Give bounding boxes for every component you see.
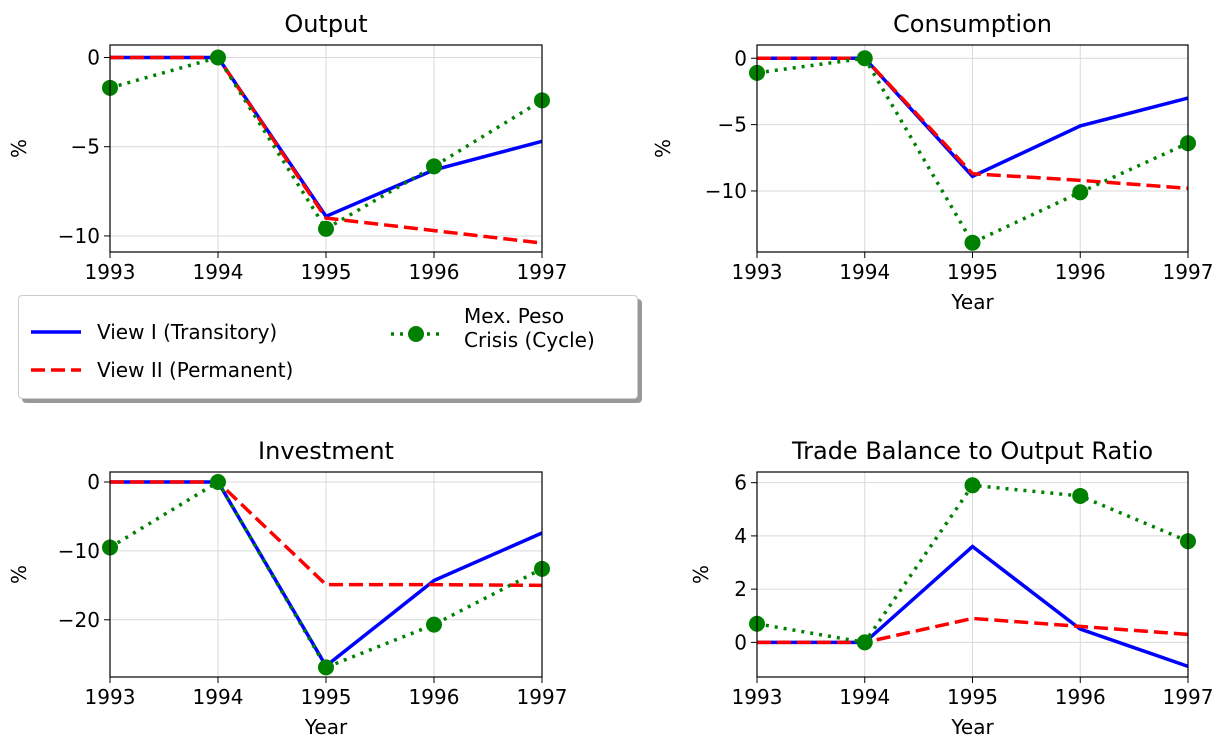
legend-label: Mex. Peso Crisis (Cycle) xyxy=(464,304,595,352)
y-tick-label: 2 xyxy=(734,577,747,601)
x-axis-label: Year xyxy=(304,715,348,739)
marker xyxy=(964,234,981,251)
x-tick-label: 1994 xyxy=(839,260,890,284)
y-tick-label: 6 xyxy=(734,471,747,495)
y-tick-label: −20 xyxy=(58,608,100,632)
legend: View I (Transitory) View II (Permanent) … xyxy=(18,295,638,399)
chart-title: Output xyxy=(284,10,367,38)
chart-title: Investment xyxy=(258,437,394,465)
y-tick-label: −10 xyxy=(58,539,100,563)
legend-samples xyxy=(31,326,441,372)
x-tick-label: 1996 xyxy=(409,260,460,284)
x-tick-label: 1993 xyxy=(732,260,783,284)
series-line xyxy=(109,479,543,670)
y-tick-label: 0 xyxy=(87,45,100,69)
chart-title: Consumption xyxy=(893,10,1052,38)
marker xyxy=(318,659,334,676)
y-tick-label: 0 xyxy=(734,630,747,654)
marker xyxy=(856,50,873,67)
marker xyxy=(964,477,981,494)
axes-frame xyxy=(756,471,1189,678)
legend-label: View II (Permanent) xyxy=(97,358,294,382)
x-tick-label: 1995 xyxy=(301,260,352,284)
x-tick-label: 1997 xyxy=(1163,685,1214,709)
x-tick-label: 1994 xyxy=(193,260,244,284)
marker xyxy=(1072,184,1089,201)
x-tick-label: 1997 xyxy=(517,260,568,284)
x-axis-label: Year xyxy=(950,290,994,314)
marker xyxy=(426,616,442,633)
y-tick-label: −5 xyxy=(718,113,747,137)
x-tick-label: 1997 xyxy=(1163,260,1214,284)
x-tick-label: 1993 xyxy=(732,685,783,709)
marker xyxy=(210,473,226,490)
x-tick-label: 1995 xyxy=(947,685,998,709)
series-line xyxy=(110,480,543,588)
x-axis-label: Year xyxy=(950,715,994,739)
x-tick-label: 1996 xyxy=(1055,260,1106,284)
legend-label: View I (Transitory) xyxy=(97,320,278,344)
x-tick-label: 1995 xyxy=(301,685,352,709)
series-line xyxy=(757,56,1189,191)
series-line xyxy=(109,55,543,232)
y-axis-label: % xyxy=(7,139,31,158)
x-tick-label: 1997 xyxy=(517,685,568,709)
x-tick-label: 1996 xyxy=(1055,685,1106,709)
axes-frame xyxy=(756,44,1189,253)
y-tick-label: 0 xyxy=(87,470,100,494)
y-axis-label: % xyxy=(7,565,31,584)
y-tick-label: 0 xyxy=(734,46,747,70)
axes-frame xyxy=(109,471,543,678)
series-line xyxy=(756,56,1189,245)
y-axis-label: % xyxy=(689,565,713,584)
series-line xyxy=(110,55,543,245)
chart-title: Trade Balance to Output Ratio xyxy=(791,437,1153,465)
y-tick-label: −5 xyxy=(71,135,100,159)
y-tick-label: −10 xyxy=(58,224,100,248)
marker xyxy=(210,49,226,66)
x-tick-label: 1994 xyxy=(193,685,244,709)
legend-marker xyxy=(408,326,424,342)
axes-frame xyxy=(109,44,543,253)
y-axis-label: % xyxy=(651,139,675,158)
x-tick-label: 1993 xyxy=(85,260,136,284)
x-tick-label: 1996 xyxy=(409,685,460,709)
marker xyxy=(1072,487,1089,504)
series-line xyxy=(757,616,1189,645)
y-tick-label: 4 xyxy=(734,524,747,548)
marker xyxy=(318,220,334,237)
x-tick-label: 1994 xyxy=(839,685,890,709)
marker xyxy=(856,634,873,651)
x-tick-label: 1995 xyxy=(947,260,998,284)
marker xyxy=(426,158,442,175)
x-tick-label: 1993 xyxy=(85,685,136,709)
y-tick-label: −10 xyxy=(705,179,747,203)
